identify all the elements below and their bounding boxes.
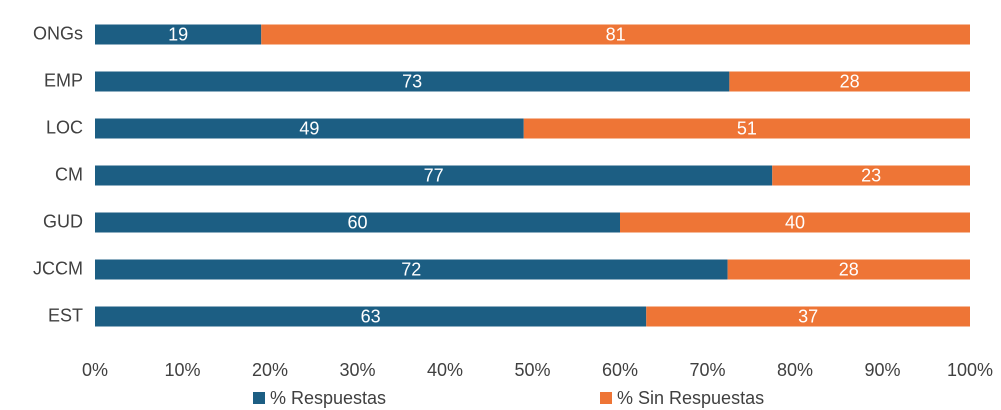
bar-segment xyxy=(523,118,970,139)
legend-swatch xyxy=(600,392,612,404)
x-tick-label: 80% xyxy=(777,360,813,380)
y-tick-label: LOC xyxy=(46,117,83,137)
bar-segment xyxy=(95,306,647,327)
bar-segment xyxy=(729,71,970,92)
x-tick-label: 10% xyxy=(164,360,200,380)
bar-segment xyxy=(95,212,620,233)
y-tick-label: EMP xyxy=(44,70,83,90)
data-label: 40 xyxy=(785,212,805,232)
data-label: 72 xyxy=(401,259,421,279)
data-label: 51 xyxy=(737,118,757,138)
bar-segment xyxy=(95,118,524,139)
x-tick-label: 30% xyxy=(339,360,375,380)
y-tick-label: EST xyxy=(48,305,83,325)
bar-segment xyxy=(95,165,773,186)
bar-segment xyxy=(620,212,970,233)
data-label: 28 xyxy=(839,259,859,279)
data-label: 28 xyxy=(840,71,860,91)
data-label: 23 xyxy=(861,165,881,185)
x-tick-label: 50% xyxy=(514,360,550,380)
data-label: 81 xyxy=(606,24,626,44)
data-label: 77 xyxy=(424,165,444,185)
y-tick-label: CM xyxy=(55,164,83,184)
data-label: 49 xyxy=(299,118,319,138)
data-label: 63 xyxy=(361,306,381,326)
data-label: 19 xyxy=(168,24,188,44)
bar-segment xyxy=(727,259,970,280)
bar-segment xyxy=(95,24,262,45)
data-label: 73 xyxy=(402,71,422,91)
bar-segment xyxy=(261,24,970,45)
x-tick-label: 90% xyxy=(864,360,900,380)
x-tick-label: 0% xyxy=(82,360,108,380)
x-tick-label: 40% xyxy=(427,360,463,380)
x-tick-label: 100% xyxy=(947,360,993,380)
legend-swatch xyxy=(253,392,265,404)
y-tick-label: GUD xyxy=(43,211,83,231)
bar-segment xyxy=(95,71,730,92)
data-label: 37 xyxy=(798,306,818,326)
y-tick-label: ONGs xyxy=(33,23,83,43)
y-tick-label: JCCM xyxy=(33,258,83,278)
bar-segment xyxy=(772,165,970,186)
bar-segment xyxy=(95,259,728,280)
legend-label: % Sin Respuestas xyxy=(617,388,764,408)
x-tick-label: 70% xyxy=(689,360,725,380)
legend-label: % Respuestas xyxy=(270,388,386,408)
bar-segment xyxy=(646,306,970,327)
x-tick-label: 60% xyxy=(602,360,638,380)
x-tick-label: 20% xyxy=(252,360,288,380)
data-label: 60 xyxy=(347,212,367,232)
